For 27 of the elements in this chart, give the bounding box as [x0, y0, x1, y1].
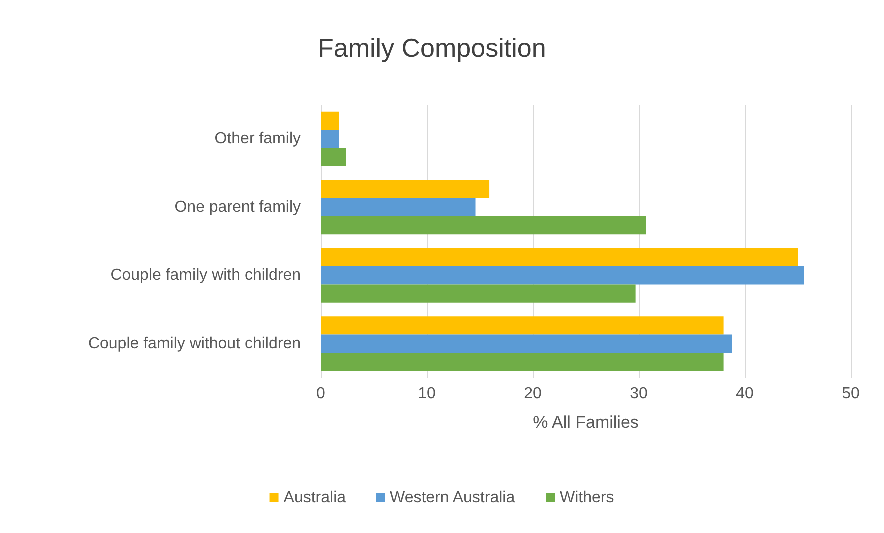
y-tick-label: Couple family with children	[110, 267, 301, 284]
bar	[321, 352, 724, 372]
x-tick-label: 10	[418, 386, 436, 402]
bar	[321, 130, 340, 148]
bar	[321, 334, 732, 353]
legend-label: Western Australia	[390, 490, 516, 506]
bar	[321, 248, 798, 267]
bar	[321, 266, 804, 285]
bar	[321, 180, 490, 198]
bar	[321, 316, 724, 335]
bar	[321, 198, 476, 216]
chart-title: Family Composition	[318, 33, 546, 63]
legend-label: Australia	[284, 490, 346, 506]
legend-label: Withers	[560, 490, 614, 506]
x-tick-label: 0	[316, 386, 326, 402]
bar	[321, 284, 636, 303]
bar	[321, 148, 346, 166]
x-axis-title: % All Families	[533, 413, 639, 432]
x-tick-label: 50	[842, 386, 860, 402]
y-tick-label: Couple family without children	[88, 335, 301, 352]
bar	[321, 112, 340, 130]
y-tick-label: One parent family	[174, 198, 301, 216]
x-tick-label: 40	[736, 386, 754, 402]
y-tick-label: Other family	[214, 130, 301, 148]
x-tick-label: 30	[630, 386, 648, 402]
x-tick-label: 20	[524, 386, 542, 402]
bar	[321, 216, 646, 235]
